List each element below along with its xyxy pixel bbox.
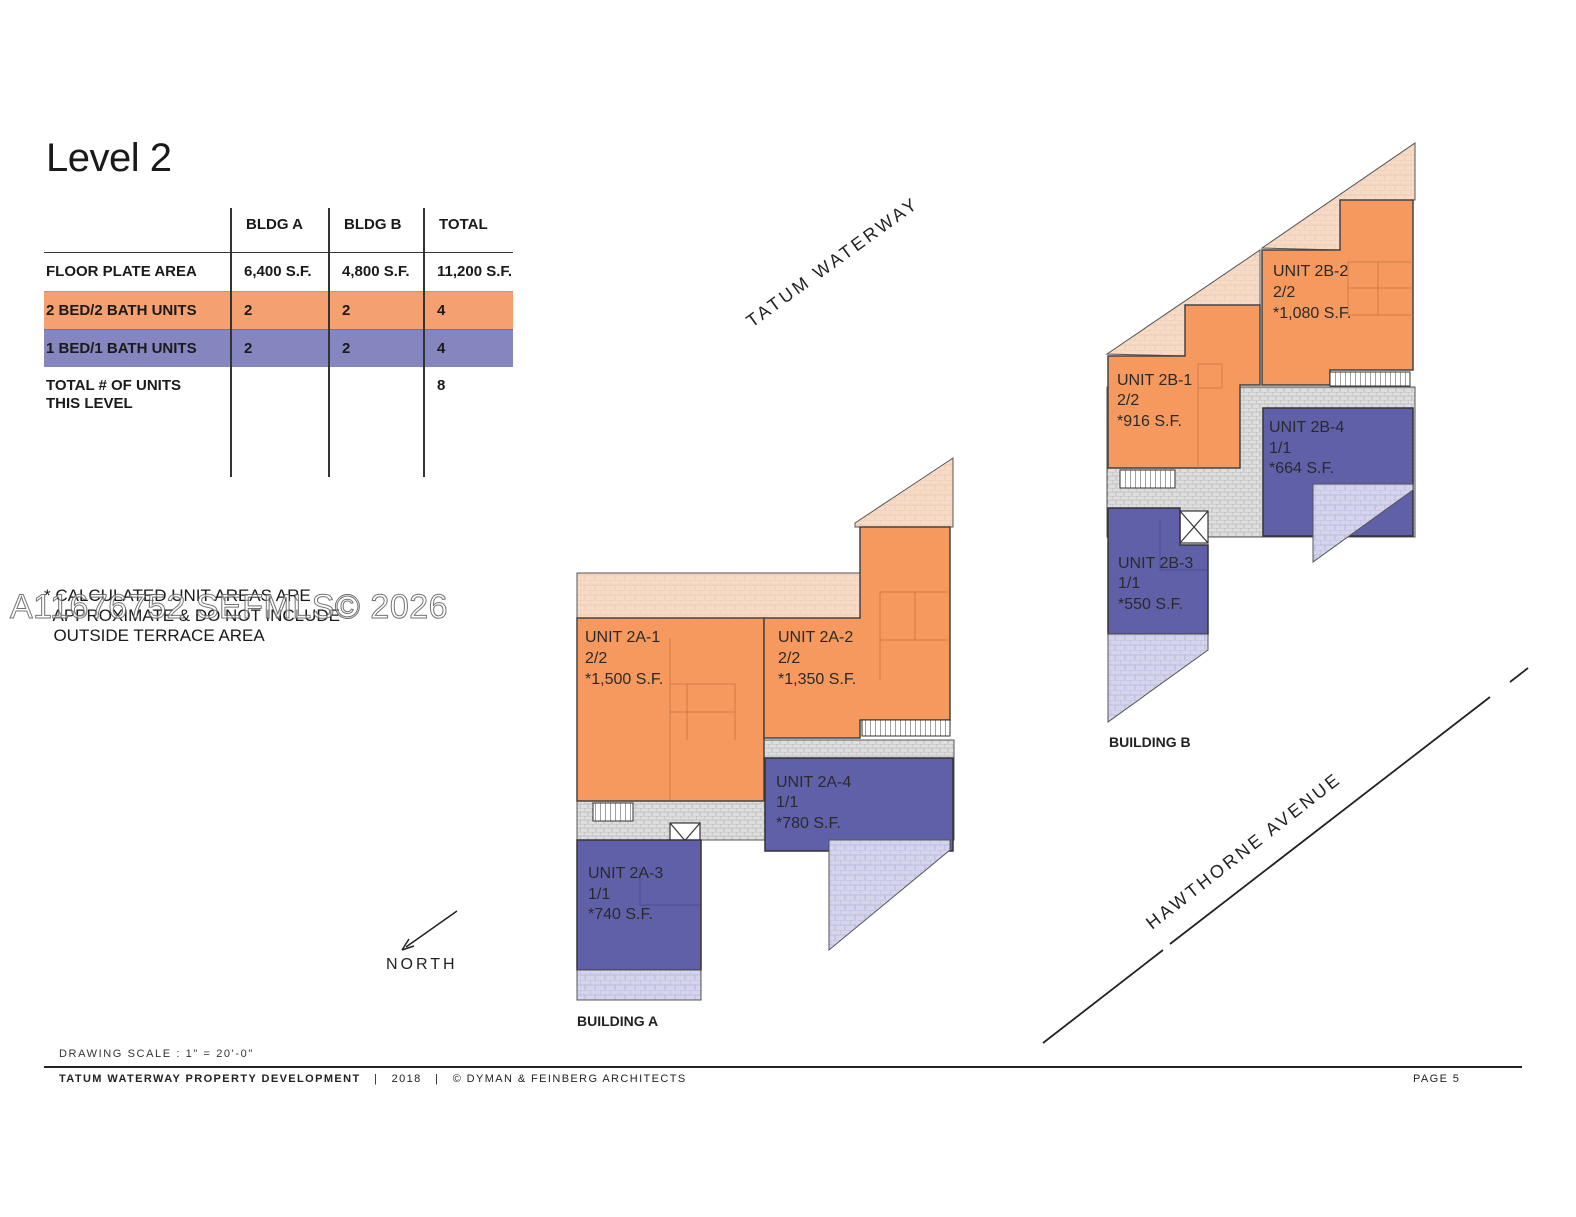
unit-2a-1-type: 2/2	[585, 650, 607, 667]
hawthorne-avenue: HAWTHORNE AVENUE	[1042, 667, 1529, 1044]
unit-2a-4-terrace	[828, 839, 951, 952]
row-label: 1 BED/1 BATH UNITS	[44, 329, 231, 367]
unit-2a-1-name: UNIT 2A-1	[585, 629, 660, 646]
cell-bldg-b	[328, 367, 424, 477]
row-label: TOTAL # OF UNITS THIS LEVEL	[46, 377, 182, 412]
unit-2b-2-type: 2/2	[1273, 284, 1295, 301]
mls-watermark: A11676752 SEFMLS© 2026	[9, 588, 449, 627]
table-row-total-units: TOTAL # OF UNITS THIS LEVEL 8	[44, 367, 513, 477]
unit-2a-4-name: UNIT 2A-4	[776, 774, 851, 791]
unit-2b-4-type: 1/1	[1269, 440, 1291, 457]
unit-2a-2-type: 2/2	[778, 650, 800, 667]
unit-2b-2	[1261, 199, 1414, 386]
table-header-bldg-a: BLDG A	[230, 208, 329, 253]
north-arrow: NORTH	[386, 910, 458, 973]
hawthorne-avenue-label: HAWTHORNE AVENUE	[1142, 768, 1345, 933]
cell-bldg-b: 2	[328, 329, 424, 367]
row-label: 2 BED/2 BATH UNITS	[44, 291, 231, 330]
unit-2b-2-area: *1,080 S.F.	[1273, 305, 1351, 322]
page-number: PAGE 5	[1413, 1073, 1461, 1085]
unit-2b-1-name: UNIT 2B-1	[1117, 372, 1192, 389]
unit-2b-3-area: *550 S.F.	[1118, 596, 1183, 613]
unit-2a-1	[576, 617, 765, 802]
building-a-stair-2	[861, 719, 951, 737]
area-footnote: * CALCULATED UNIT AREAS ARE APPROXIMATE …	[44, 586, 340, 645]
unit-2b-3-type: 1/1	[1118, 575, 1140, 592]
unit-2a-2-terrace	[854, 457, 954, 528]
unit-2b-4-name: UNIT 2B-4	[1269, 419, 1344, 436]
drawing-scale: DRAWING SCALE : 1" = 20'-0"	[59, 1048, 254, 1060]
unit-2a-3-terrace	[576, 969, 702, 1001]
unit-2b-3-name: UNIT 2B-3	[1118, 555, 1193, 572]
footer-year: 2018	[391, 1073, 422, 1085]
unit-2b-4-terrace	[1312, 483, 1414, 563]
unit-2b-3-terrace	[1107, 633, 1209, 723]
unit-2b-2-name: UNIT 2B-2	[1273, 263, 1348, 280]
building-a-plan: UNIT 2A-1 2/2 *1,500 S.F. UNIT 2A-2 2/2 …	[576, 457, 955, 1029]
footer-credits: TATUM WATERWAY PROPERTY DEVELOPMENT | 20…	[59, 1073, 687, 1085]
row-label: FLOOR PLATE AREA	[44, 252, 231, 292]
cell-total: 4	[423, 291, 513, 330]
unit-2a-2-name: UNIT 2A-2	[778, 629, 853, 646]
unit-2a-2-area: *1,350 S.F.	[778, 671, 856, 688]
cell-bldg-a: 6,400 S.F.	[230, 252, 329, 292]
unit-2a-4-type: 1/1	[776, 794, 798, 811]
avenue-line	[1042, 667, 1529, 1044]
building-b-plan: UNIT 2B-1 2/2 *916 S.F. UNIT 2B-2 2/2 *1…	[1105, 142, 1416, 750]
table-row-2bed-units: 2 BED/2 BATH UNITS 2 2 4	[44, 291, 513, 330]
unit-2a-3-type: 1/1	[588, 886, 610, 903]
unit-summary-table: BLDG A BLDG B TOTAL FLOOR PLATE AREA 6,4…	[44, 208, 513, 477]
unit-2a-1-terrace	[576, 572, 861, 619]
cell-bldg-a	[230, 367, 329, 477]
cell-total: 8	[423, 367, 513, 477]
unit-2b-1-area: *916 S.F.	[1117, 413, 1182, 430]
footer-project: TATUM WATERWAY PROPERTY DEVELOPMENT	[59, 1073, 361, 1085]
footer-divider	[44, 1066, 1522, 1068]
unit-2b-1	[1107, 304, 1261, 469]
cell-total: 11,200 S.F.	[423, 252, 513, 292]
table-header-total: TOTAL	[423, 208, 513, 253]
page-title: Level 2	[46, 136, 172, 180]
cell-total: 4	[423, 329, 513, 367]
building-b-stair	[1119, 469, 1176, 489]
building-a-stair	[592, 802, 634, 822]
unit-2a-1-area: *1,500 S.F.	[585, 671, 663, 688]
cell-bldg-b: 4,800 S.F.	[328, 252, 424, 292]
unit-2a-4-area: *780 S.F.	[776, 815, 841, 832]
cell-bldg-a: 2	[230, 329, 329, 367]
building-b-label: BUILDING B	[1109, 734, 1191, 750]
table-row-floor-plate-area: FLOOR PLATE AREA 6,400 S.F. 4,800 S.F. 1…	[44, 252, 513, 292]
north-label: NORTH	[386, 956, 458, 973]
unit-2a-4	[764, 757, 954, 852]
table-header-row: BLDG A BLDG B TOTAL	[44, 208, 513, 253]
unit-2a-3-area: *740 S.F.	[588, 906, 653, 923]
building-b-stair-2	[1329, 371, 1411, 387]
unit-2b-4-area: *664 S.F.	[1269, 460, 1334, 477]
cell-bldg-a: 2	[230, 291, 329, 330]
footer-architect: © DYMAN & FEINBERG ARCHITECTS	[452, 1073, 687, 1085]
unit-2a-3-name: UNIT 2A-3	[588, 865, 663, 882]
unit-2b-1-type: 2/2	[1117, 392, 1139, 409]
building-a-label: BUILDING A	[577, 1013, 658, 1029]
table-header-bldg-b: BLDG B	[328, 208, 424, 253]
cell-bldg-b: 2	[328, 291, 424, 330]
north-arrow-icon	[401, 938, 415, 951]
north-arrow-shaft	[405, 910, 458, 948]
tatum-waterway-label: TATUM WATERWAY	[743, 193, 923, 331]
table-row-1bed-units: 1 BED/1 BATH UNITS 2 2 4	[44, 329, 513, 367]
